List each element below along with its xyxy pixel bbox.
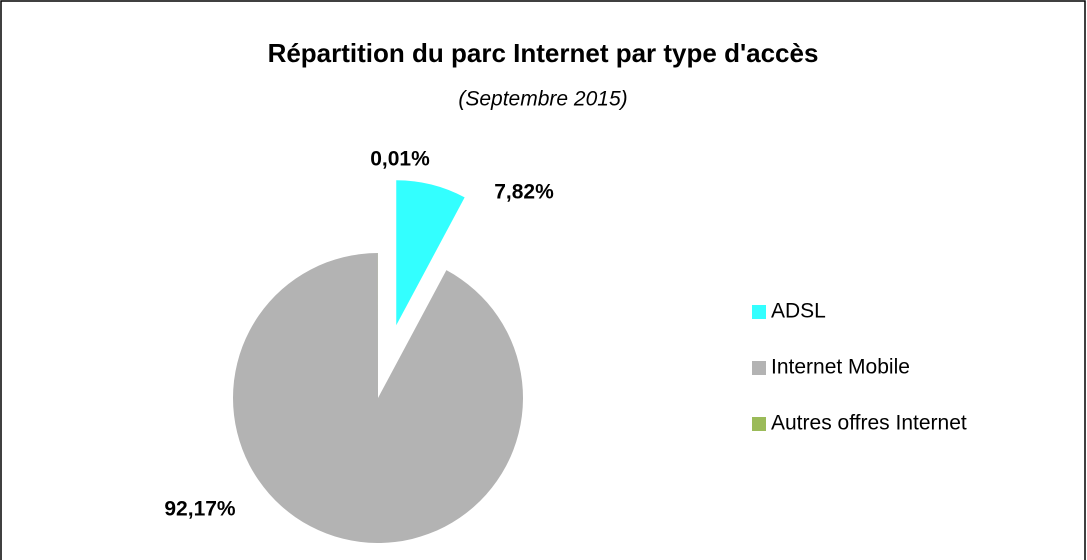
data-label: 92,17% <box>164 498 236 521</box>
data-label: 0,01% <box>370 148 430 171</box>
chart-title: Répartition du parc Internet par type d'… <box>268 38 819 68</box>
legend-label: ADSL <box>771 300 826 323</box>
data-label: 7,82% <box>494 181 554 204</box>
legend-label: Internet Mobile <box>771 356 910 379</box>
chart-subtitle: (Septembre 2015) <box>458 88 627 111</box>
pie-slice <box>396 180 465 326</box>
legend-swatch <box>752 417 766 431</box>
legend-swatch <box>752 305 766 319</box>
legend-label: Autres offres Internet <box>771 412 967 435</box>
legend-swatch <box>752 361 766 375</box>
